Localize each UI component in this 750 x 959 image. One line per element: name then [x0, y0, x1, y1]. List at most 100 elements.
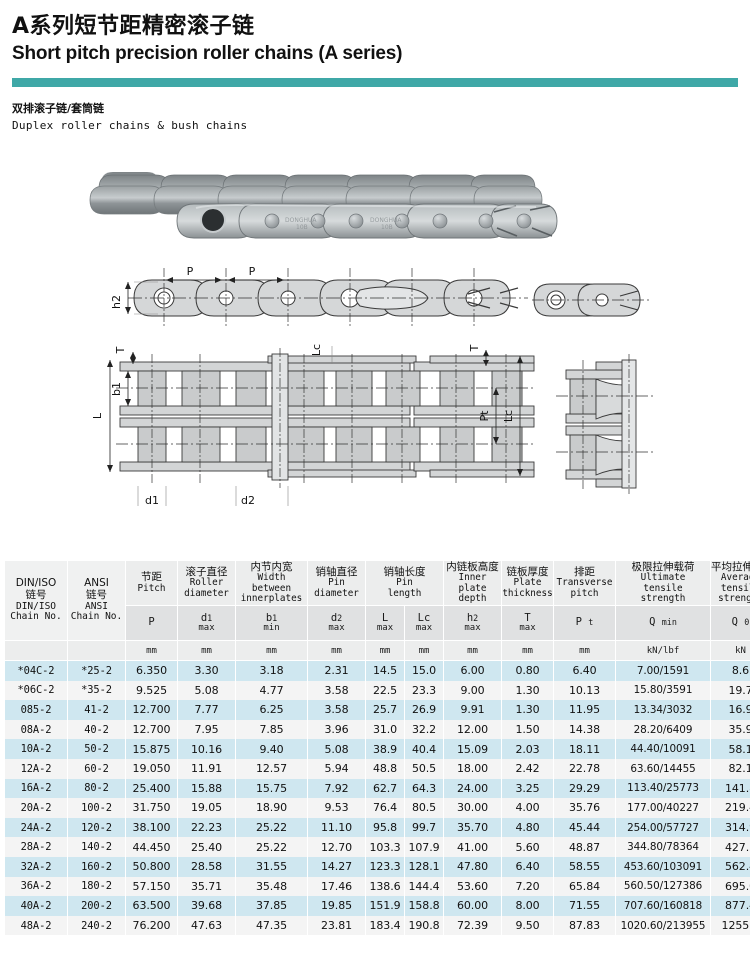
- sym-width-inner-letter: b: [265, 611, 273, 624]
- col-head-width-inner: 内节内宽 Width between innerplates: [235, 560, 308, 606]
- table-cell-c2: 12.700: [125, 700, 178, 720]
- table-cell-c1: 50-2: [67, 739, 126, 759]
- table-cell-c7: 158.8: [404, 896, 444, 916]
- table-cell-c12: 877.4: [710, 896, 750, 916]
- table-cell-c10: 14.38: [553, 719, 616, 740]
- col-head-pitch: 节距 Pitch: [125, 561, 178, 606]
- table-cell-c5: 5.08: [307, 739, 366, 759]
- svg-text:DONGHUA: DONGHUA: [370, 217, 402, 224]
- table-cell-c5: 3.58: [307, 700, 366, 720]
- subtitle-chinese: 双排滚子链/套筒链: [12, 102, 105, 116]
- table-cell-c1: 60-2: [67, 758, 126, 779]
- sym-transverse-pitch-sub: t: [588, 617, 594, 628]
- unit-width-inner: mm: [235, 640, 308, 661]
- sym-width-inner-sub: 1: [272, 612, 278, 623]
- col-head-ansi-en-3: No.: [105, 611, 123, 623]
- table-cell-c10: 87.83: [553, 915, 616, 936]
- sym-ultimate-tensile-sub: min: [661, 617, 677, 628]
- table-cell-c8: 41.00: [443, 837, 502, 857]
- svg-text:DONGHUA: DONGHUA: [285, 217, 317, 224]
- table-cell-c9: 1.30: [501, 700, 554, 720]
- table-cell-c5: 9.53: [307, 798, 366, 818]
- table-cell-c11: 560.50/127386: [615, 876, 711, 897]
- table-cell-c0: 24A-2: [4, 817, 68, 838]
- table-cell-c9: 6.40: [501, 856, 554, 877]
- table-cell-c5: 23.81: [307, 915, 366, 936]
- svg-text:10B: 10B: [296, 224, 308, 231]
- table-cell-c2: 19.050: [125, 758, 178, 779]
- table-cell-c6: 14.5: [365, 660, 405, 681]
- header-row-units: mm mm mm mm mm mm mm mm mm kN/lbf kN kg/…: [4, 640, 750, 661]
- table-cell-c8: 24.00: [443, 778, 502, 799]
- unit-roller-diameter: mm: [177, 640, 236, 661]
- table-cell-c12: 19.7: [710, 680, 750, 701]
- col-head-inner-plate-depth: 内链板高度 Inner plate depth: [443, 561, 502, 606]
- table-cell-c7: 144.4: [404, 876, 444, 897]
- table-cell-c1: 240-2: [67, 915, 126, 936]
- table-cell-c8: 30.00: [443, 798, 502, 818]
- table-cell-c3: 22.23: [177, 817, 236, 838]
- unit-inner-plate-depth: mm: [443, 640, 502, 661]
- table-cell-c1: 200-2: [67, 896, 126, 916]
- table-cell-c9: 1.50: [501, 719, 554, 740]
- dim-label-pt: Pt: [478, 410, 491, 422]
- table-cell-c10: 58.55: [553, 856, 616, 877]
- col-head-pin-diameter-cn: 销轴直径: [315, 565, 358, 578]
- table-cell-c12: 219.4: [710, 798, 750, 818]
- col-head-din-iso-cn-top: DIN/ISO: [15, 577, 57, 590]
- table-cell-c1: 40-2: [67, 719, 126, 740]
- table-cell-c6: 25.7: [365, 700, 405, 720]
- table-cell-c4: 7.85: [235, 719, 308, 740]
- col-head-width-inner-cn: 内节内宽: [250, 560, 293, 573]
- table-cell-c0: *06C-2: [4, 680, 68, 701]
- table-cell-c4: 4.77: [235, 680, 308, 701]
- table-row: 48A-2 240-2 76.200 47.63 47.35 23.81 183.4 190.…: [4, 915, 750, 936]
- table-cell-c10: 18.11: [553, 739, 616, 759]
- table-cell-c4: 31.55: [235, 856, 308, 877]
- col-head-plate-thickness-cn: 链板厚度: [506, 565, 549, 578]
- table-cell-c10: 6.40: [553, 660, 616, 681]
- table-cell-c0: 28A-2: [4, 837, 68, 857]
- sym-transverse-pitch: P t: [553, 605, 616, 641]
- table-cell-c4: 47.35: [235, 915, 308, 936]
- table-cell-c10: 10.13: [553, 680, 616, 701]
- table-row: 085-2 41-2 12.700 7.77 6.25 3.58 25.7 26.9 9.91 1…: [4, 700, 750, 720]
- table-cell-c10: 65.84: [553, 876, 616, 897]
- table-cell-c9: 0.80: [501, 660, 554, 681]
- col-head-width-inner-en: Width between innerplates: [240, 572, 303, 605]
- table-cell-c8: 12.00: [443, 719, 502, 740]
- table-cell-c1: *25-2: [67, 660, 126, 681]
- sym-lc-qual: max: [415, 622, 433, 633]
- sym-average-tensile-letter: Q: [731, 616, 738, 629]
- table-cell-c12: 35.9: [710, 719, 750, 740]
- table-cell-c10: 48.87: [553, 837, 616, 857]
- sym-ultimate-tensile: Q min: [615, 605, 711, 641]
- table-cell-c0: 32A-2: [4, 856, 68, 877]
- table-cell-c7: 15.0: [404, 660, 444, 681]
- table-cell-c12: 141.8: [710, 778, 750, 799]
- table-cell-c5: 2.31: [307, 660, 366, 681]
- table-cell-c4: 3.18: [235, 660, 308, 681]
- page-header: A系列短节距精密滚子链 Short pitch precision roller…: [0, 0, 750, 132]
- sym-average-tensile-sub: 0: [744, 617, 750, 628]
- table-cell-c12: 1255.3: [710, 915, 750, 936]
- table-cell-c9: 9.50: [501, 915, 554, 936]
- dim-label-lc-right: Lc: [502, 410, 515, 422]
- table-cell-c10: 11.95: [553, 700, 616, 720]
- col-head-roller-diameter-en: Roller diameter: [184, 577, 229, 599]
- table-cell-c11: 1020.60/213955: [615, 915, 711, 936]
- sym-inner-plate-depth-qual: max: [464, 622, 481, 633]
- col-head-plate-thickness: 链板厚度 Plate thickness: [501, 561, 554, 606]
- table-cell-c8: 18.00: [443, 758, 502, 779]
- specification-table: DIN/ISO 链号 DIN/ISO Chain No. ANSI 链号 ANS…: [4, 560, 750, 936]
- table-cell-c10: 71.55: [553, 896, 616, 916]
- table-cell-c6: 22.5: [365, 680, 405, 701]
- table-cell-c12: 562.4: [710, 856, 750, 877]
- col-head-din-iso: DIN/ISO 链号 DIN/ISO Chain No.: [4, 561, 68, 641]
- table-cell-c1: 160-2: [67, 856, 126, 877]
- table-cell-c11: 44.40/10091: [615, 739, 711, 759]
- sym-ultimate-tensile-letter: Q: [649, 616, 656, 629]
- table-row: 20A-2 100-2 31.750 19.05 18.90 9.53 76.4 80.5 30…: [4, 798, 750, 818]
- table-cell-c11: 254.00/57727: [615, 817, 711, 838]
- table-cell-c6: 76.4: [365, 798, 405, 818]
